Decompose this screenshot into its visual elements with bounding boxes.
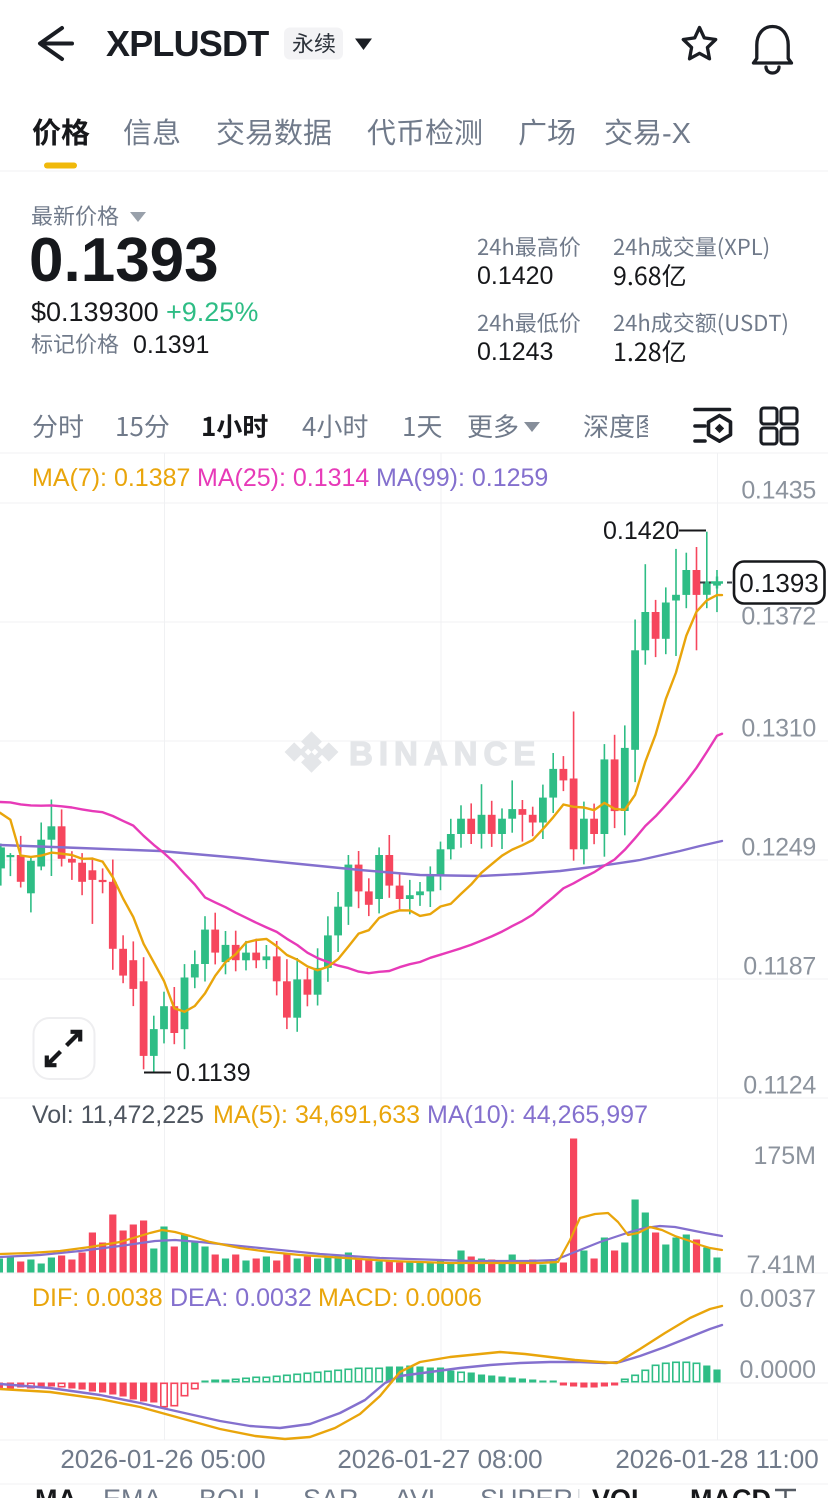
svg-text:7.41M: 7.41M bbox=[747, 1251, 816, 1279]
svg-text:175M: 175M bbox=[753, 1142, 816, 1170]
svg-text:0.0000: 0.0000 bbox=[740, 1356, 816, 1384]
svg-text:0.0037: 0.0037 bbox=[740, 1285, 816, 1313]
svg-text:XPLUSDT: XPLUSDT bbox=[106, 23, 269, 64]
svg-text:BINANCE: BINANCE bbox=[349, 735, 541, 772]
svg-text:0.1139: 0.1139 bbox=[176, 1059, 251, 1087]
svg-text:BOLL: BOLL bbox=[199, 1484, 268, 1498]
svg-text:MA(5): 34,691,633: MA(5): 34,691,633 bbox=[213, 1101, 420, 1129]
svg-text:Vol: 11,472,225: Vol: 11,472,225 bbox=[32, 1101, 204, 1129]
svg-text:DIF: 0.0038: DIF: 0.0038 bbox=[32, 1284, 163, 1312]
svg-text:0.1249: 0.1249 bbox=[741, 834, 816, 862]
svg-text:MA(25): 0.1314: MA(25): 0.1314 bbox=[197, 464, 369, 492]
svg-text:0.1243: 0.1243 bbox=[477, 338, 553, 366]
svg-text:0.1393: 0.1393 bbox=[739, 568, 819, 598]
svg-text:0.1124: 0.1124 bbox=[743, 1072, 816, 1100]
svg-text:0.1420: 0.1420 bbox=[477, 262, 553, 290]
svg-text:2026-01-28 11:00: 2026-01-28 11:00 bbox=[615, 1444, 818, 1474]
svg-text:0.1187: 0.1187 bbox=[743, 953, 816, 981]
svg-text:2026-01-27 08:00: 2026-01-27 08:00 bbox=[337, 1444, 542, 1474]
svg-text:MA: MA bbox=[35, 1484, 77, 1498]
svg-text:0.1435: 0.1435 bbox=[741, 477, 816, 505]
svg-text:-X: -X bbox=[662, 118, 691, 150]
svg-text:MA(99): 0.1259: MA(99): 0.1259 bbox=[376, 464, 548, 492]
svg-text:MACD: 0.0006: MACD: 0.0006 bbox=[318, 1284, 482, 1312]
svg-text:$0.139300: $0.139300 bbox=[31, 297, 159, 327]
svg-text:MA(10): 44,265,997: MA(10): 44,265,997 bbox=[427, 1101, 648, 1129]
svg-text:MACD: MACD bbox=[690, 1484, 771, 1498]
svg-text:0.1372: 0.1372 bbox=[741, 603, 816, 631]
svg-text:+9.25%: +9.25% bbox=[166, 297, 258, 327]
svg-text:2026-01-26 05:00: 2026-01-26 05:00 bbox=[60, 1444, 265, 1474]
svg-text:SUPER: SUPER bbox=[480, 1484, 573, 1498]
svg-text:EMA: EMA bbox=[103, 1484, 162, 1498]
svg-text:MA(7): 0.1387: MA(7): 0.1387 bbox=[32, 464, 190, 492]
svg-text:0.1391: 0.1391 bbox=[133, 331, 209, 359]
svg-text:DEA: 0.0032: DEA: 0.0032 bbox=[170, 1284, 312, 1312]
svg-text:0.1420: 0.1420 bbox=[603, 517, 679, 545]
svg-text:SAR: SAR bbox=[303, 1484, 359, 1498]
svg-text:VOL: VOL bbox=[592, 1484, 648, 1498]
svg-text:AVL: AVL bbox=[394, 1484, 443, 1498]
svg-text:0.1310: 0.1310 bbox=[741, 715, 816, 743]
svg-text:0.1393: 0.1393 bbox=[29, 226, 219, 295]
